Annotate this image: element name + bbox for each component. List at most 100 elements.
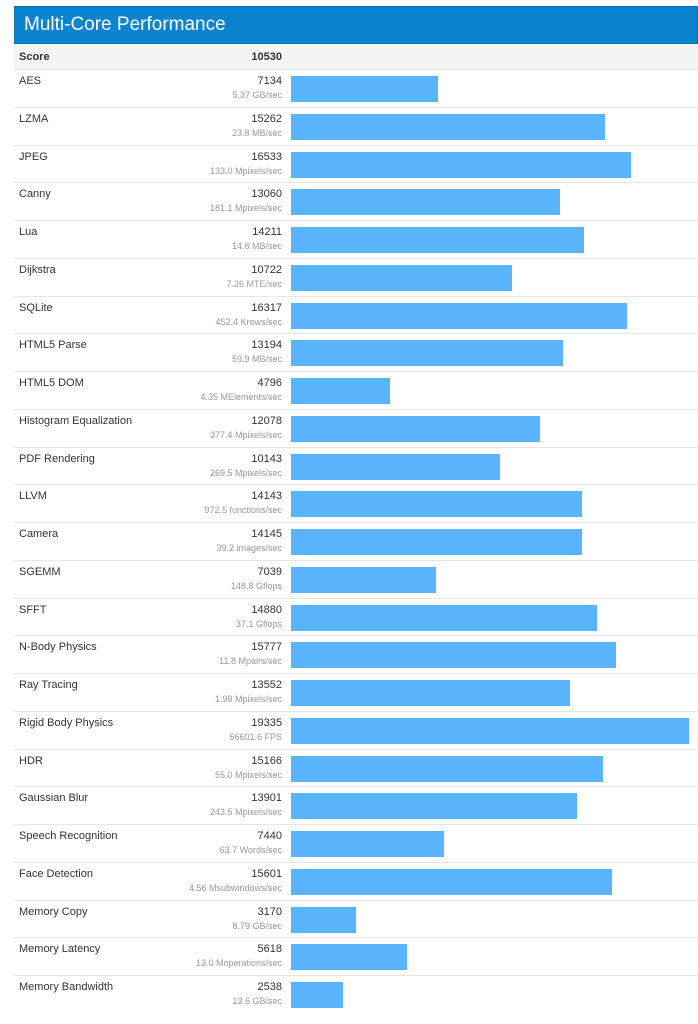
bar-memory-copy (291, 906, 356, 933)
bar-track (290, 901, 690, 938)
benchmark-rate: 972.5 functions/sec (204, 505, 282, 516)
benchmark-score: 7039 (257, 565, 282, 578)
benchmark-score: 15166 (251, 754, 282, 767)
bar-memory-bandwidth (291, 982, 343, 1008)
benchmark-rate: 13.0 Moperations/sec (195, 958, 282, 969)
benchmark-rate: 377.4 Mpixels/sec (209, 429, 282, 440)
bar-sgemm (291, 566, 436, 593)
benchmark-rows: AES 7134 5.37 GB/sec LZMA 15262 23.8 MB/sec JP… (14, 70, 698, 1024)
benchmark-score: 7134 (257, 75, 282, 87)
bar-llvm (291, 491, 582, 518)
benchmark-row-sfft: SFFT 14880 37.1 Gflops (14, 599, 698, 637)
bar-n-body-physics (291, 642, 616, 669)
benchmark-row-llvm: LLVM 14143 972.5 functions/sec (14, 485, 698, 523)
bar-camera (291, 529, 582, 555)
bar-aes (291, 76, 438, 102)
benchmark-row-memory-bandwidth: Memory Bandwidth 2538 13.6 GB/sec (14, 976, 698, 1014)
benchmark-name: Ray Tracing (19, 679, 78, 691)
benchmark-name: Rigid Body Physics (19, 716, 114, 729)
benchmark-score: 2538 (257, 981, 282, 993)
bar-track (290, 297, 690, 334)
bar-track (290, 221, 690, 258)
benchmark-row-dijkstra: Dijkstra 10722 7.26 MTE/sec (14, 259, 698, 297)
benchmark-rate: 37.1 Gflops (235, 618, 282, 629)
bar-gaussian-blur (291, 793, 577, 820)
bar-track (290, 259, 690, 296)
benchmark-name: Face Detection (19, 867, 93, 880)
bar-track (290, 976, 690, 1014)
benchmark-name: HTML5 DOM (19, 377, 84, 389)
bar-pdf-rendering (291, 453, 500, 480)
benchmark-row-rigid-body-physics: Rigid Body Physics 19335 56601.6 FPS (14, 712, 698, 750)
benchmark-rate: 4.35 MElements/sec (200, 392, 282, 402)
benchmark-score: 10143 (251, 452, 282, 465)
benchmark-name: Memory Latency (19, 943, 101, 956)
benchmark-score: 14143 (251, 490, 282, 503)
benchmark-name: Speech Recognition (19, 830, 118, 842)
benchmark-row-face-detection: Face Detection 15601 4.56 Msubwindows/sec (14, 863, 698, 901)
bar-lua (291, 227, 584, 253)
score-value: 10530 (251, 51, 282, 63)
bar-jpeg (291, 151, 631, 178)
bar-hdr (291, 755, 603, 782)
bar-sfft (291, 604, 597, 631)
benchmark-row-hdr: HDR 15166 55.0 Mpixels/sec (14, 750, 698, 788)
benchmark-row-gaussian-blur: Gaussian Blur 13901 243.5 Mpixels/sec (14, 787, 698, 825)
benchmark-row-lzma: LZMA 15262 23.8 MB/sec (14, 108, 698, 146)
score-row: Score 10530 (14, 44, 698, 70)
benchmark-row-memory-copy: Memory Copy 3170 8.79 GB/sec (14, 901, 698, 939)
benchmark-score: 16533 (251, 150, 282, 163)
benchmark-rate: 269.5 Mpixels/sec (209, 467, 282, 478)
bar-track (290, 750, 690, 787)
benchmark-name: AES (19, 75, 42, 87)
bar-track (290, 523, 690, 560)
benchmark-name: SGEMM (19, 565, 61, 578)
benchmark-score: 14880 (251, 603, 282, 616)
bar-track (290, 636, 690, 673)
benchmark-name: Memory Copy (19, 905, 88, 918)
benchmark-row-sqlite: SQLite 16317 452.4 Krows/sec (14, 297, 698, 335)
benchmark-rate: 23.8 MB/sec (231, 127, 282, 138)
benchmark-score: 13194 (251, 339, 282, 352)
benchmark-score: 13552 (251, 679, 282, 691)
benchmark-name: HTML5 Parse (19, 339, 87, 352)
benchmark-score: 10722 (251, 263, 282, 276)
benchmark-name: Canny (19, 188, 51, 201)
bar-track (290, 712, 690, 749)
benchmark-row-aes: AES 7134 5.37 GB/sec (14, 70, 698, 108)
bar-track (290, 938, 690, 975)
benchmark-name: Gaussian Blur (19, 792, 89, 805)
bar-track (290, 108, 690, 145)
benchmark-row-canny: Canny 13060 181.1 Mpixels/sec (14, 183, 698, 221)
benchmark-name: Dijkstra (19, 263, 56, 276)
bar-lzma (291, 113, 605, 140)
benchmark-row-memory-latency: Memory Latency 5618 13.0 Moperations/sec (14, 938, 698, 976)
bar-speech-recognition (291, 831, 444, 857)
benchmark-rate: 55.0 Mpixels/sec (214, 769, 282, 780)
bar-track (290, 410, 690, 447)
benchmark-rate: 181.1 Mpixels/sec (209, 203, 282, 214)
score-label: Score (19, 51, 50, 63)
benchmark-row-camera: Camera 14145 39.2 images/sec (14, 523, 698, 561)
benchmark-name: SQLite (19, 301, 53, 314)
benchmark-score: 14211 (252, 226, 282, 238)
bar-track (290, 599, 690, 636)
benchmark-score: 12078 (251, 414, 282, 427)
benchmark-score: 13060 (251, 188, 282, 201)
bar-track (290, 70, 690, 107)
bar-track (290, 561, 690, 598)
bar-track (290, 674, 690, 711)
benchmark-row-html5-parse: HTML5 Parse 13194 59.9 MB/sec (14, 334, 698, 372)
benchmark-rate: 13.6 GB/sec (232, 996, 282, 1006)
benchmark-score: 13901 (251, 792, 282, 805)
bar-face-detection (291, 868, 612, 895)
multi-core-performance-panel: Multi-Core Performance Score 10530 AES 71… (14, 6, 698, 1024)
benchmark-name: Lua (19, 226, 38, 238)
benchmark-rate: 59.9 MB/sec (231, 354, 282, 365)
bar-track (290, 372, 690, 409)
benchmark-row-histogram-equalization: Histogram Equalization 12078 377.4 Mpixels… (14, 410, 698, 448)
bar-track (290, 183, 690, 220)
benchmark-name: JPEG (19, 150, 48, 163)
benchmark-score: 19335 (251, 716, 282, 729)
benchmark-name: LZMA (19, 112, 49, 125)
